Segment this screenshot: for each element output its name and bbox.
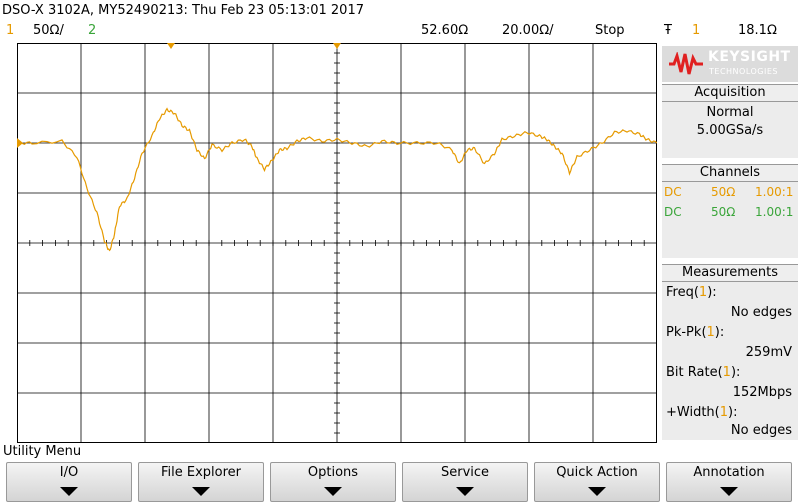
arrow-down-icon: [60, 487, 78, 496]
ch2-coupling: DC: [664, 205, 682, 219]
measurements-body: Freq(1): No edges Pk-Pk(1): 259mV Bit Ra…: [662, 282, 798, 440]
softkey-label: Service: [440, 465, 490, 480]
trigger-edge-icon: Ŧ: [664, 23, 672, 38]
keysight-logo: KEYSIGHT TECHNOLOGIES: [662, 46, 798, 82]
channel-row-2[interactable]: DC 50Ω 1.00:1: [662, 204, 798, 220]
arrow-down-icon: [192, 487, 210, 496]
ch1-coupling: DC: [664, 185, 682, 199]
ch2-probe: 1.00:1: [755, 205, 794, 219]
softkey-label: Annotation: [693, 465, 765, 480]
ch1-ground-marker: [17, 138, 23, 148]
softkey-quick-action[interactable]: Quick Action: [534, 462, 660, 502]
arrow-down-icon: [720, 487, 738, 496]
run-state[interactable]: Stop: [595, 23, 625, 38]
meas-value: No edges: [730, 305, 792, 320]
acquisition-rate: 5.00GSa/s: [696, 123, 764, 138]
meas-value: 259mV: [745, 345, 792, 360]
arrow-down-icon: [324, 487, 342, 496]
acquisition-title: Acquisition: [694, 85, 766, 100]
channels-title: Channels: [699, 165, 761, 180]
softkey-io[interactable]: I/O: [6, 462, 132, 502]
status-bar: DSO-X 3102A, MY52490213: Thu Feb 23 05:1…: [0, 0, 800, 46]
channels-header: Channels: [662, 164, 798, 182]
utility-menu-label: Utility Menu: [3, 444, 82, 459]
ch1-label[interactable]: 1: [6, 23, 15, 38]
logo-brand: KEYSIGHT: [708, 49, 791, 65]
arrow-down-icon: [588, 487, 606, 496]
time-delay[interactable]: 52.60Ω: [421, 23, 469, 38]
measurement-bitrate[interactable]: Bit Rate(1): 152Mbps: [666, 365, 792, 400]
softkey-label: Quick Action: [556, 465, 638, 480]
softkey-file-explorer[interactable]: File Explorer: [138, 462, 264, 502]
time-reference-marker: [333, 43, 341, 49]
measurements-title: Measurements: [681, 265, 779, 280]
meas-name: Pk-Pk: [666, 325, 702, 340]
arrow-down-icon: [456, 487, 474, 496]
measurement-freq[interactable]: Freq(1): No edges: [666, 285, 792, 320]
keysight-wave-icon: [669, 52, 703, 75]
ch1-impedance: 50Ω: [711, 185, 736, 199]
meas-value: No edges: [730, 423, 792, 438]
channel-row-1[interactable]: DC 50Ω 1.00:1: [662, 184, 798, 200]
softkey-annotation[interactable]: Annotation: [666, 462, 792, 502]
ch1-scale[interactable]: 50Ω/: [33, 23, 64, 38]
softkey-service[interactable]: Service: [402, 462, 528, 502]
meas-source: 1: [698, 285, 708, 300]
ch2-impedance: 50Ω: [711, 205, 736, 219]
meas-source: 1: [719, 405, 729, 420]
trigger-level[interactable]: 18.1Ω: [738, 23, 777, 38]
acquisition-body: Normal 5.00GSa/s: [662, 102, 798, 158]
ch2-label[interactable]: 2: [88, 23, 97, 38]
logo-sub: TECHNOLOGIES: [709, 67, 778, 76]
meas-value: 152Mbps: [732, 385, 792, 400]
trigger-position-marker: [167, 43, 175, 49]
softkey-label: I/O: [59, 465, 79, 480]
measurements-header: Measurements: [662, 264, 798, 282]
ch1-probe: 1.00:1: [755, 185, 794, 199]
softkey-label: Options: [307, 465, 359, 480]
meas-source: 1: [722, 365, 731, 380]
measurement-width[interactable]: +Width(1): No edges: [666, 405, 792, 438]
scope-display[interactable]: [17, 43, 657, 443]
softkey-options[interactable]: Options: [270, 462, 396, 502]
window-title: DSO-X 3102A, MY52490213: Thu Feb 23 05:1…: [2, 3, 364, 18]
meas-name: +Width: [666, 405, 715, 420]
measurement-pkpk[interactable]: Pk-Pk(1): 259mV: [666, 325, 792, 360]
channels-body: DC 50Ω 1.00:1 DC 50Ω 1.00:1: [662, 182, 798, 258]
meas-name: Bit Rate: [666, 365, 718, 380]
time-scale[interactable]: 20.00Ω/: [502, 23, 554, 38]
trigger-source[interactable]: 1: [692, 23, 701, 38]
meas-source: 1: [706, 325, 715, 340]
acquisition-mode: Normal: [706, 105, 754, 120]
acquisition-header: Acquisition: [662, 84, 798, 102]
meas-name: Freq: [666, 285, 694, 300]
softkey-label: File Explorer: [160, 465, 241, 480]
waveform-trace-ch1: [17, 107, 657, 252]
